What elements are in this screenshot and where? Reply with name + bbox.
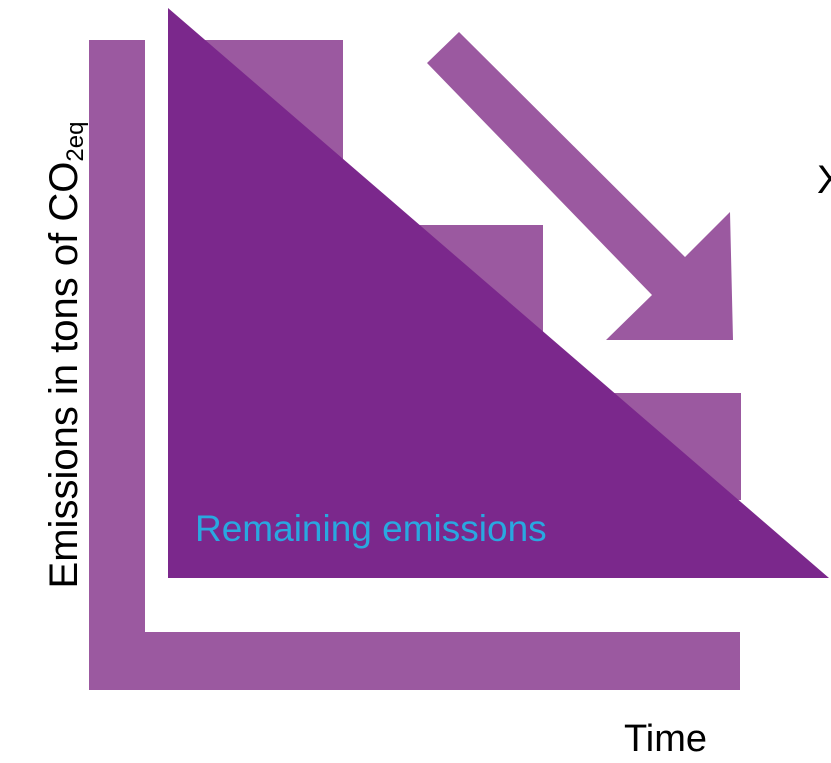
y-axis-label-text: Emissions in tons of CO	[42, 161, 86, 589]
remaining-emissions-triangle	[168, 8, 829, 578]
y-axis-label: Emissions in tons of CO2eq	[42, 122, 90, 589]
x-axis-label: Time	[624, 718, 708, 760]
cropped-edge-text: X	[817, 158, 831, 202]
remaining-emissions-label: Remaining emissions	[195, 508, 547, 549]
y-axis-label-subscript: 2eq	[62, 121, 89, 162]
down-right-arrow-icon	[427, 32, 733, 340]
